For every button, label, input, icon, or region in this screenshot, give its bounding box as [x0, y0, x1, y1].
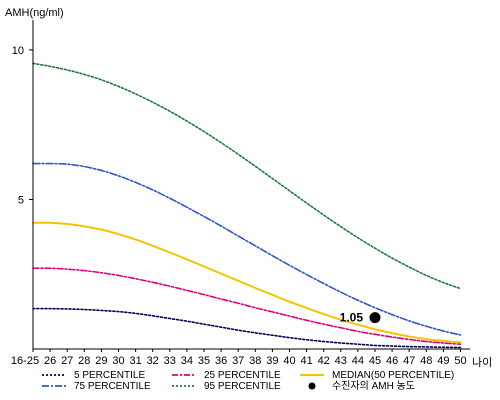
y-tick-label: 10	[12, 45, 24, 57]
x-tick-label: 31	[129, 355, 141, 367]
series-line-25-percentile	[32, 267, 462, 346]
x-tick-label: 45	[369, 355, 381, 367]
x-tick-label: 48	[420, 355, 432, 367]
x-tick-label: 44	[352, 355, 364, 367]
y-tick-label: 5	[18, 194, 24, 206]
x-tick-label: 32	[147, 355, 159, 367]
legend-item: 5 PERCENTILE	[42, 370, 145, 381]
patient-amh-value-label: 1.05	[340, 311, 364, 325]
legend-label: 25 PERCENTILE	[204, 370, 281, 381]
x-tick-label: 29	[95, 355, 107, 367]
series-line-95-percentile	[32, 62, 462, 290]
y-axis-ticks: 5 10	[12, 45, 33, 206]
y-axis-title: AMH(ng/ml)	[5, 7, 64, 19]
legend-label: 75 PERCENTILE	[74, 381, 151, 392]
x-tick-label: 26	[44, 355, 56, 367]
legend-item: 수진자의 AMH 농도	[308, 380, 415, 392]
x-tick-label: 27	[61, 355, 73, 367]
x-tick-label: 16-25	[11, 355, 39, 367]
series-line-5-percentile	[32, 307, 462, 349]
legend-label: MEDIAN(50 PERCENTILE)	[332, 370, 454, 381]
x-tick-label: 34	[181, 355, 193, 367]
x-tick-label: 30	[112, 355, 124, 367]
patient-amh-marker	[369, 312, 381, 324]
legend-label: 수진자의 AMH 농도	[332, 380, 415, 392]
x-tick-label: 36	[215, 355, 227, 367]
series-line-75-percentile	[32, 162, 462, 336]
x-tick-label: 33	[164, 355, 176, 367]
x-tick-label: 38	[249, 355, 261, 367]
legend-item: 25 PERCENTILE	[172, 370, 281, 381]
x-tick-label: 37	[232, 355, 244, 367]
x-tick-label: 47	[403, 355, 415, 367]
x-tick-label: 50	[454, 355, 466, 367]
x-tick-label: 49	[437, 355, 449, 367]
legend: 5 PERCENTILE 25 PERCENTILE MEDIAN(50 PERCE…	[42, 370, 454, 392]
x-tick-label: 35	[198, 355, 210, 367]
x-axis-ticks: 16-25 26 27 28 29 30 31 32 33 34 35 36 37 38 39 40 41 42 4…	[11, 349, 467, 367]
legend-item: MEDIAN(50 PERCENTILE)	[300, 370, 454, 381]
legend-label: 5 PERCENTILE	[74, 370, 145, 381]
marker-layer: 1.05	[340, 311, 381, 325]
legend-item: 95 PERCENTILE	[172, 381, 281, 392]
series-layer	[32, 62, 462, 349]
series-line-median-50-percentile	[32, 221, 462, 344]
legend-label: 95 PERCENTILE	[204, 381, 281, 392]
x-tick-label: 43	[335, 355, 347, 367]
x-tick-label: 46	[386, 355, 398, 367]
x-tick-label: 28	[78, 355, 90, 367]
x-tick-label: 41	[300, 355, 312, 367]
legend-marker-swatch	[308, 382, 316, 390]
x-tick-label: 40	[283, 355, 295, 367]
legend-item: 75 PERCENTILE	[42, 381, 151, 392]
x-tick-label: 42	[318, 355, 330, 367]
x-tick-label: 39	[266, 355, 278, 367]
x-axis-title: 나이	[472, 356, 492, 369]
